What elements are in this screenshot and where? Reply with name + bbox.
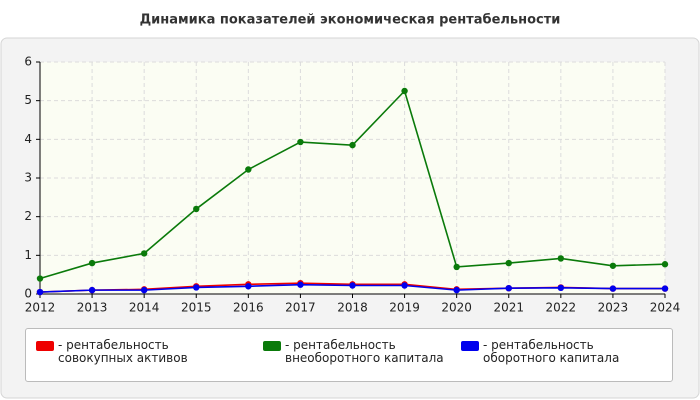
data-point bbox=[245, 166, 252, 173]
x-tick-label: 2014 bbox=[129, 301, 160, 315]
legend-label: - рентабельность оборотного капитала bbox=[483, 338, 620, 365]
data-point bbox=[453, 263, 460, 271]
data-point bbox=[88, 286, 96, 294]
data-point bbox=[505, 259, 512, 267]
data-point bbox=[297, 138, 304, 146]
data-point bbox=[401, 87, 408, 95]
y-tick-label: 4 bbox=[24, 132, 32, 146]
data-point bbox=[609, 285, 617, 292]
y-tick-label: 0 bbox=[24, 287, 32, 301]
legend-entry: - рентабельность внеоборотного капитала bbox=[263, 339, 455, 365]
data-point bbox=[401, 282, 408, 289]
x-tick-label: 2018 bbox=[337, 301, 368, 315]
legend-entry: - рентабельность совокупных активов bbox=[36, 339, 228, 365]
data-point bbox=[140, 250, 148, 257]
data-point bbox=[245, 283, 252, 290]
x-tick-label: 2015 bbox=[181, 301, 212, 315]
data-point bbox=[661, 285, 669, 292]
data-point bbox=[88, 259, 96, 267]
x-tick-label: 2023 bbox=[598, 301, 629, 315]
data-point bbox=[140, 286, 148, 294]
y-tick-label: 3 bbox=[24, 171, 32, 185]
x-tick-label: 2019 bbox=[389, 301, 420, 315]
x-tick-label: 2016 bbox=[233, 301, 264, 315]
legend: - рентабельность совокупных активов - рен… bbox=[25, 328, 673, 382]
x-tick-label: 2013 bbox=[77, 301, 108, 315]
data-point bbox=[36, 275, 44, 282]
data-point bbox=[661, 261, 669, 268]
data-point bbox=[349, 141, 356, 149]
x-tick-label: 2012 bbox=[25, 301, 56, 315]
x-tick-label: 2017 bbox=[285, 301, 316, 315]
data-point bbox=[609, 262, 617, 269]
chart-title: Динамика показателей экономическая рента… bbox=[140, 13, 561, 28]
x-tick-label: 2022 bbox=[546, 301, 577, 315]
y-tick-label: 1 bbox=[24, 248, 32, 262]
data-point bbox=[557, 255, 565, 262]
y-tick-label: 5 bbox=[24, 93, 32, 107]
data-point bbox=[297, 281, 304, 288]
legend-swatch bbox=[263, 341, 281, 351]
legend-entry: - рентабельность оборотного капитала bbox=[461, 339, 653, 365]
y-tick-label: 6 bbox=[24, 55, 32, 69]
x-tick-label: 2020 bbox=[441, 301, 472, 315]
x-tick-label: 2021 bbox=[493, 301, 524, 315]
data-point bbox=[36, 288, 44, 296]
data-point bbox=[193, 284, 200, 291]
data-point bbox=[193, 205, 200, 213]
data-point bbox=[505, 285, 512, 292]
data-point bbox=[453, 286, 460, 294]
x-tick-label: 2024 bbox=[650, 301, 681, 315]
legend-swatch bbox=[461, 341, 479, 351]
legend-label: - рентабельность внеоборотного капитала bbox=[285, 338, 444, 365]
y-tick-label: 2 bbox=[24, 209, 32, 223]
data-point bbox=[557, 284, 565, 292]
legend-swatch bbox=[36, 341, 54, 351]
data-point bbox=[349, 282, 356, 289]
legend-label: - рентабельность совокупных активов bbox=[58, 338, 188, 365]
